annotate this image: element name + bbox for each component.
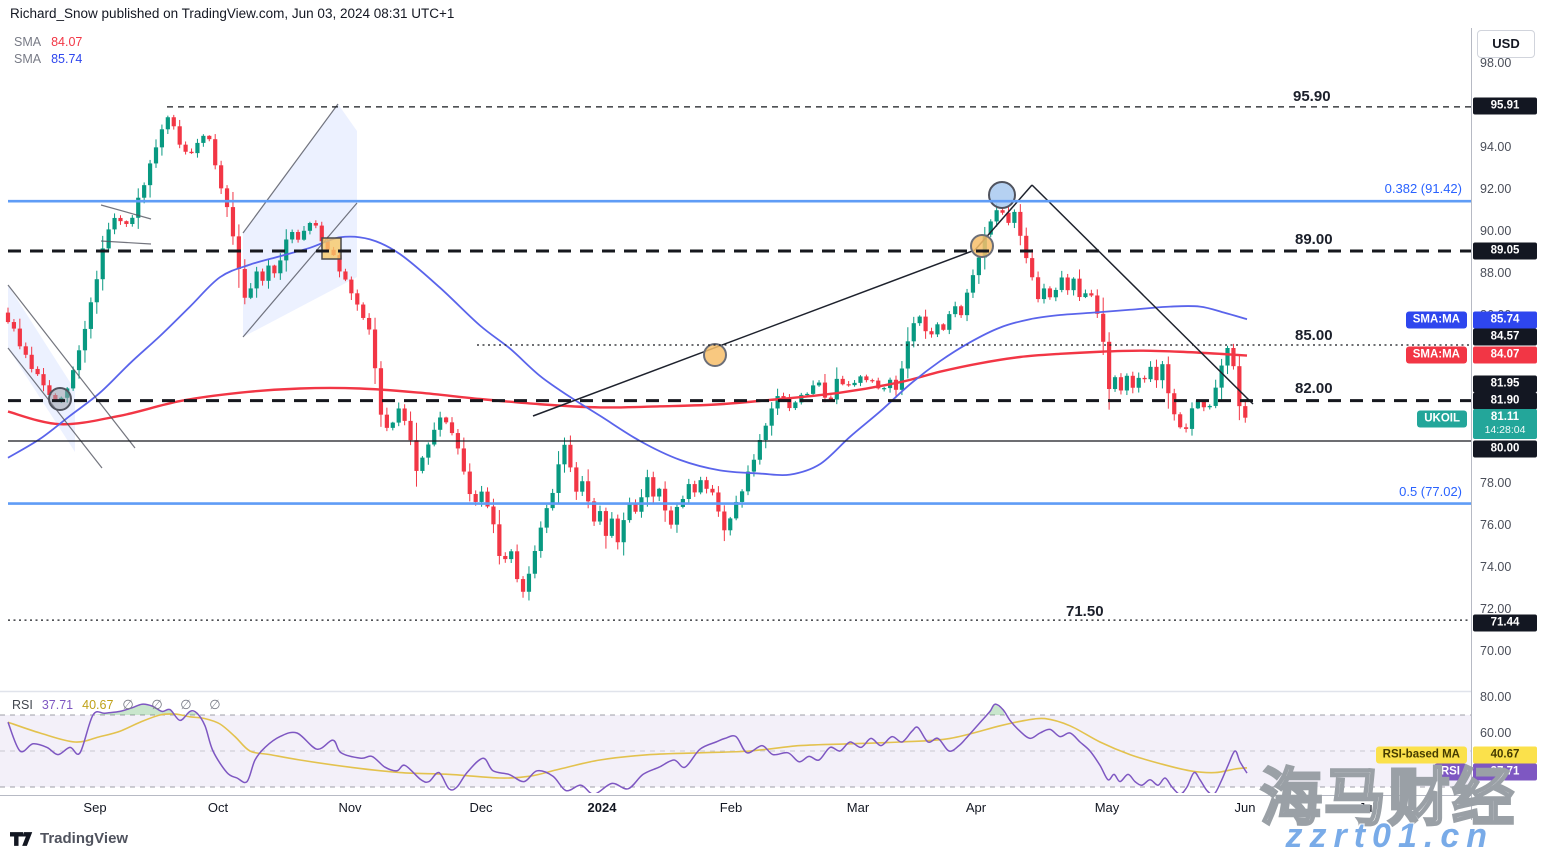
axis-pill-sma-ma: SMA:MA bbox=[1405, 311, 1467, 329]
time-axis[interactable]: Sep Oct Nov Dec 2024 Feb Mar Apr May Jun Jul bbox=[0, 795, 1471, 821]
month-label-Dec: Dec bbox=[469, 800, 493, 815]
axis-badge: 40.67 bbox=[1473, 746, 1537, 764]
fib-label: 0.382 (91.42) bbox=[1384, 181, 1462, 196]
parallel-channel[interactable] bbox=[243, 104, 357, 337]
axis-pill-rsi-based-ma: RSI-based MA bbox=[1375, 746, 1467, 764]
main-pane[interactable] bbox=[5, 103, 1254, 601]
axis-badge: 85.74 bbox=[1473, 311, 1537, 329]
month-label-2024: 2024 bbox=[587, 800, 617, 815]
rsi-indicator-label: RSI bbox=[12, 698, 33, 712]
marker-circle[interactable] bbox=[988, 181, 1016, 209]
channel-line[interactable] bbox=[100, 204, 152, 220]
sma-slow-label: SMA bbox=[14, 51, 42, 66]
axis-badge: 81.90 bbox=[1473, 392, 1537, 410]
price-tick: 70.00 bbox=[1480, 644, 1512, 658]
axis-badge: 84.07 bbox=[1473, 346, 1537, 364]
rsi-overbought-fill bbox=[989, 704, 1004, 715]
rsi-ma-line[interactable] bbox=[7, 713, 1248, 779]
axis-pill-ukoil: UKOIL bbox=[1417, 410, 1467, 428]
rsi-legend-row[interactable]: RSI 37.71 40.67 ∅ ∅ ∅ ∅ bbox=[12, 697, 228, 713]
trendline[interactable] bbox=[1031, 184, 1254, 405]
axis-badge: 37.71 bbox=[1473, 763, 1537, 781]
price-axis[interactable]: 98.0094.0092.0090.0088.0086.0078.0076.00… bbox=[1471, 0, 1546, 795]
month-label-Feb: Feb bbox=[719, 800, 743, 815]
price-tick: 92.00 bbox=[1480, 182, 1512, 196]
sma-fast-value: 84.07 bbox=[51, 34, 83, 49]
price-tick: 74.00 bbox=[1480, 560, 1512, 574]
level-label: 71.50 bbox=[1066, 603, 1104, 620]
month-label-Nov: Nov bbox=[338, 800, 362, 815]
marker-circle[interactable] bbox=[703, 343, 727, 367]
rsi-value: 37.71 bbox=[41, 698, 74, 712]
tradingview-link[interactable]: TradingView bbox=[10, 830, 128, 847]
axis-badge: 71.44 bbox=[1473, 614, 1537, 632]
price-tick: 78.00 bbox=[1480, 476, 1512, 490]
level-label: 85.00 bbox=[1295, 327, 1333, 344]
fib-label: 0.5 (77.02) bbox=[1399, 484, 1462, 499]
month-label-Oct: Oct bbox=[207, 800, 229, 815]
candlestick-series bbox=[5, 114, 1248, 601]
rsi-tick: 80.00 bbox=[1480, 690, 1512, 704]
channel-line[interactable] bbox=[7, 284, 136, 449]
price-tick: 72.00 bbox=[1480, 602, 1512, 616]
axis-badge: 81.95 bbox=[1473, 375, 1537, 393]
marker-rect[interactable] bbox=[321, 237, 342, 260]
marker-circle[interactable] bbox=[48, 387, 72, 411]
channel-line[interactable] bbox=[242, 103, 339, 234]
sma-legend-row-fast[interactable]: SMA 84.07 bbox=[14, 33, 82, 50]
sma-legend: SMA 84.07 SMA 85.74 bbox=[14, 33, 82, 67]
sma-slow-value: 85.74 bbox=[51, 51, 83, 66]
price-tick: 88.00 bbox=[1480, 266, 1512, 280]
trendline[interactable] bbox=[532, 249, 976, 417]
axis-pill-sma-ma: SMA:MA bbox=[1405, 346, 1467, 364]
month-label-Jun: Jun bbox=[1234, 800, 1256, 815]
axis-badge: 80.00 bbox=[1473, 440, 1537, 458]
channel-line[interactable] bbox=[242, 202, 358, 338]
rsi-pane[interactable] bbox=[0, 703, 1471, 794]
rsi-tick: 60.00 bbox=[1480, 726, 1512, 740]
axis-badge: 81.11 14:28:04 bbox=[1473, 409, 1537, 439]
rsi-overbought-fill bbox=[188, 711, 197, 715]
month-label-Apr: Apr bbox=[965, 800, 987, 815]
level-label: 89.00 bbox=[1295, 231, 1333, 248]
tradingview-brand-text: TradingView bbox=[40, 830, 129, 847]
axis-badge: 84.57 bbox=[1473, 328, 1537, 346]
rsi-hidden-values-icon: ∅ ∅ ∅ ∅ bbox=[122, 697, 228, 712]
currency-button[interactable]: USD bbox=[1477, 30, 1535, 58]
publish-header: Richard_Snow published on TradingView.co… bbox=[10, 6, 455, 21]
level-label: 95.90 bbox=[1293, 88, 1331, 105]
channel-line[interactable] bbox=[100, 240, 152, 245]
parallel-channel[interactable] bbox=[8, 285, 75, 452]
axis-badge: 89.05 bbox=[1473, 242, 1537, 260]
level-label: 82.00 bbox=[1295, 380, 1333, 397]
sma-fast-line[interactable] bbox=[7, 349, 1248, 426]
sma-legend-row-slow[interactable]: SMA 85.74 bbox=[14, 50, 82, 67]
month-label-May: May bbox=[1094, 800, 1120, 815]
price-tick: 90.00 bbox=[1480, 224, 1512, 238]
tradingview-logo-icon bbox=[10, 831, 33, 846]
sma-fast-label: SMA bbox=[14, 34, 42, 49]
price-tick: 76.00 bbox=[1480, 518, 1512, 532]
rsi-line[interactable] bbox=[7, 703, 1248, 794]
price-tick: 98.00 bbox=[1480, 56, 1512, 70]
axis-badge: 95.91 bbox=[1473, 97, 1537, 115]
month-label-Sep: Sep bbox=[83, 800, 107, 815]
marker-circle[interactable] bbox=[970, 234, 994, 258]
price-tick: 94.00 bbox=[1480, 140, 1512, 154]
rsi-ma-value: 40.67 bbox=[82, 698, 114, 712]
axis-pill-rsi: RSI bbox=[1433, 763, 1467, 781]
month-label-Mar: Mar bbox=[846, 800, 870, 815]
month-label-Jul: Jul bbox=[1358, 800, 1376, 815]
sma-slow-line[interactable] bbox=[7, 235, 1248, 477]
